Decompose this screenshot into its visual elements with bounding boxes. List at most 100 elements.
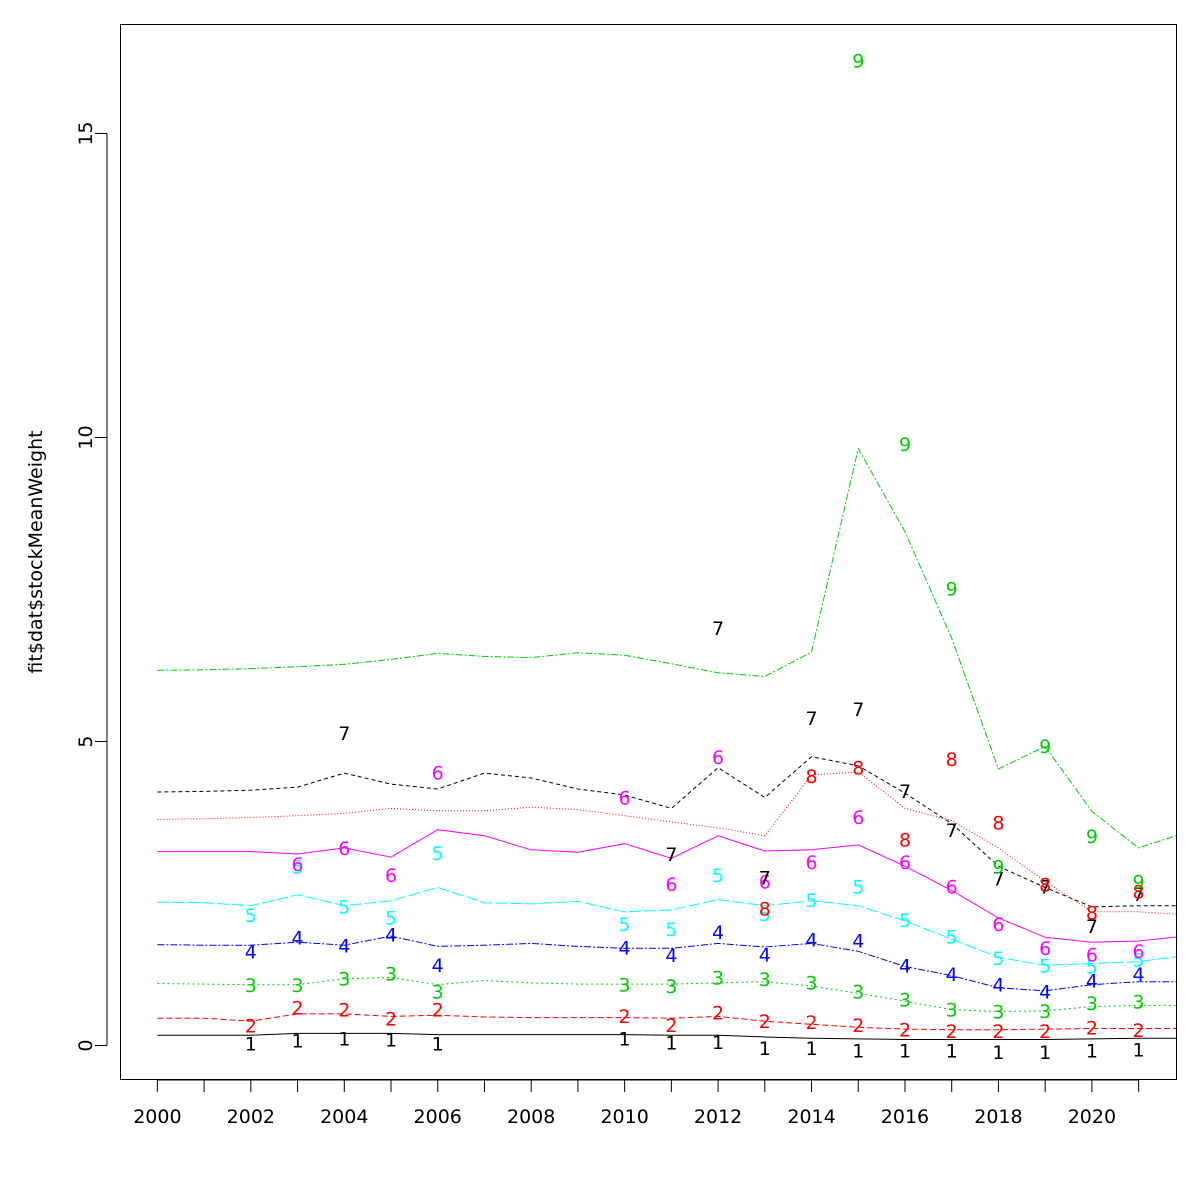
point-label-6: 6 [292, 854, 304, 876]
point-label-5: 5 [385, 908, 397, 930]
point-label-2: 2 [1133, 1020, 1145, 1042]
x-tick-label: 2012 [694, 1106, 742, 1128]
point-label-3: 3 [946, 999, 958, 1021]
series-line-4 [157, 935, 1176, 992]
y-tick-label: 10 [75, 425, 97, 449]
point-label-6: 6 [1039, 938, 1051, 960]
point-label-1: 1 [1039, 1042, 1051, 1064]
point-label-3: 3 [385, 963, 397, 985]
point-label-2: 2 [619, 1006, 631, 1028]
point-label-9: 9 [992, 856, 1004, 878]
point-label-7: 7 [759, 867, 771, 889]
point-label-1: 1 [946, 1041, 958, 1063]
point-label-4: 4 [1086, 971, 1098, 993]
point-label-3: 3 [712, 968, 724, 990]
point-label-2: 2 [992, 1021, 1004, 1043]
x-tick-label: 2018 [974, 1106, 1022, 1128]
point-label-2: 2 [759, 1011, 771, 1033]
y-axis: 0 5 10 15 [75, 121, 108, 1052]
point-label-4: 4 [385, 925, 397, 947]
point-label-9: 9 [1133, 872, 1145, 894]
point-label-2: 2 [852, 1015, 864, 1037]
point-label-1: 1 [385, 1030, 397, 1052]
point-label-7: 7 [712, 618, 724, 640]
x-tick-label: 2014 [787, 1106, 835, 1128]
series-line-7 [157, 756, 1176, 908]
point-label-7: 7 [1039, 877, 1051, 899]
series-line-8 [157, 771, 1176, 915]
point-label-9: 9 [946, 579, 958, 601]
point-label-5: 5 [759, 904, 771, 926]
point-label-1: 1 [665, 1033, 677, 1055]
point-label-2: 2 [899, 1019, 911, 1041]
point-label-4: 4 [1039, 982, 1051, 1004]
point-label-4: 4 [759, 945, 771, 967]
point-label-6: 6 [619, 788, 631, 810]
x-tick-label: 2016 [881, 1106, 929, 1128]
point-label-4: 4 [1133, 964, 1145, 986]
point-label-3: 3 [1086, 993, 1098, 1015]
point-label-7: 7 [338, 723, 350, 745]
point-label-4: 4 [432, 955, 444, 977]
point-label-6: 6 [712, 747, 724, 769]
point-label-1: 1 [805, 1038, 817, 1060]
plot-frame [120, 24, 1177, 1080]
point-label-6: 6 [992, 914, 1004, 936]
point-label-6: 6 [946, 877, 958, 899]
point-label-6: 6 [385, 865, 397, 887]
point-label-4: 4 [712, 922, 724, 944]
point-label-8: 8 [899, 830, 911, 852]
point-label-5: 5 [712, 865, 724, 887]
point-label-3: 3 [1039, 1001, 1051, 1023]
point-label-4: 4 [992, 974, 1004, 996]
y-tick-label: 5 [75, 735, 97, 747]
point-label-7: 7 [1133, 884, 1145, 906]
series-line-3 [157, 976, 1176, 1013]
point-label-4: 4 [619, 937, 631, 959]
point-label-6: 6 [852, 807, 864, 829]
x-tick-label: 2006 [414, 1106, 462, 1128]
x-tick-label: 2008 [507, 1106, 555, 1128]
point-label-5: 5 [338, 897, 350, 919]
point-label-2: 2 [805, 1012, 817, 1034]
point-label-7: 7 [992, 869, 1004, 891]
point-label-1: 1 [899, 1041, 911, 1063]
y-axis-title: fit$dat$stockMeanWeight [25, 430, 47, 673]
point-label-8: 8 [759, 898, 771, 920]
x-tick-label: 2020 [1068, 1106, 1116, 1128]
series-line-9 [157, 447, 1176, 849]
point-label-4: 4 [292, 928, 304, 950]
point-label-7: 7 [805, 708, 817, 730]
point-label-5: 5 [805, 890, 817, 912]
point-label-8: 8 [1039, 875, 1051, 897]
point-label-8: 8 [946, 749, 958, 771]
point-label-2: 2 [946, 1021, 958, 1043]
point-label-3: 3 [805, 973, 817, 995]
x-axis: 2000 2002 2004 2006 2008 2010 2012 2014 2016 2018… [133, 1079, 1140, 1128]
point-label-3: 3 [759, 969, 771, 991]
point-label-8: 8 [1086, 903, 1098, 925]
x-tick-label: 2000 [133, 1106, 181, 1128]
point-label-4: 4 [805, 929, 817, 951]
point-label-3: 3 [619, 974, 631, 996]
point-label-3: 3 [338, 968, 350, 990]
point-label-5: 5 [245, 905, 257, 927]
point-label-6: 6 [1133, 941, 1145, 963]
point-label-8: 8 [852, 757, 864, 779]
y-tick-label: 15 [75, 121, 97, 145]
point-label-6: 6 [899, 852, 911, 874]
point-label-1: 1 [619, 1029, 631, 1051]
point-label-1: 1 [852, 1041, 864, 1063]
series-line-6 [157, 829, 1176, 943]
point-label-7: 7 [899, 781, 911, 803]
point-label-1: 1 [338, 1029, 350, 1051]
point-label-1: 1 [432, 1033, 444, 1055]
point-label-6: 6 [432, 763, 444, 785]
point-label-1: 1 [292, 1030, 304, 1052]
point-label-7: 7 [946, 820, 958, 842]
point-label-3: 3 [992, 1002, 1004, 1024]
point-label-6: 6 [759, 872, 771, 894]
point-label-6: 6 [338, 838, 350, 860]
point-label-6: 6 [805, 852, 817, 874]
